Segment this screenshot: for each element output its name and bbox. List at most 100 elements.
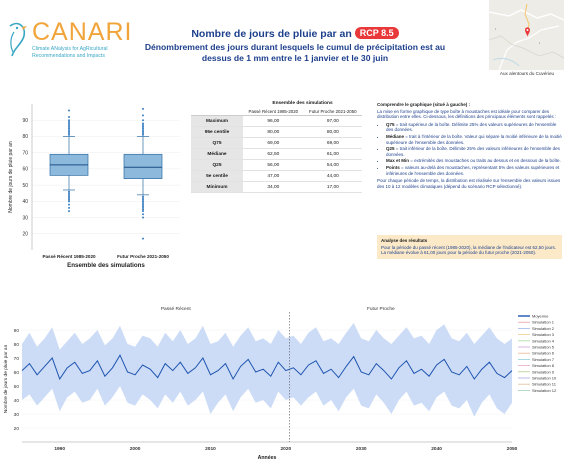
stats-header-corner (191, 108, 243, 116)
title-text: Nombre de jours de pluie par an (191, 28, 352, 40)
analysis-text: Pour la période du passé récent (1985-20… (381, 244, 556, 256)
legend-entry: Simulation 7 (532, 357, 555, 362)
legend-entry: Simulation 4 (532, 338, 555, 343)
simulation-envelope (22, 323, 512, 417)
y-tick-label: 60 (22, 167, 28, 173)
y-tick-label: 70 (14, 356, 20, 362)
outlier-point (142, 125, 144, 128)
outlier-point (68, 124, 70, 127)
outlier-point (68, 109, 70, 112)
table-row: Maximum 96,00 97,00 (191, 115, 362, 127)
outlier-point (68, 125, 70, 128)
outlier-point (68, 190, 70, 193)
stats-col-past: Passé Récent 1985-2020 (243, 108, 304, 116)
outlier-point (142, 133, 144, 136)
outlier-point (68, 206, 70, 209)
analysis-box: Analyse des résultats Pour la période du… (377, 235, 562, 259)
legend-entry: Simulation 10 (532, 376, 557, 381)
outlier-point (142, 195, 144, 198)
explain-intro: La mise en forme graphique de type boîte… (377, 108, 557, 120)
outlier-point (142, 197, 144, 200)
table-row: 5e centile 47,00 44,00 (191, 170, 362, 182)
x-axis-label: Années (258, 455, 277, 461)
outlier-point (68, 115, 70, 118)
page-subtitle: Dénombrement des jours durant lesquels l… (144, 42, 446, 63)
outlier-point (68, 122, 70, 125)
map-pin-icon (525, 27, 530, 37)
bird-icon (9, 22, 27, 57)
outlier-point (142, 127, 144, 130)
map-caption: Aux alentours du Cuvérieu (499, 71, 555, 76)
legend-entry: Simulation 5 (532, 345, 555, 350)
x-axis-label: Ensemble des simulations (67, 262, 145, 269)
period-label-past: Passé Récent (161, 306, 192, 312)
logo-wordmark: CANARI (32, 18, 133, 46)
outlier-point (142, 119, 144, 122)
y-tick-label: 80 (22, 134, 28, 140)
outlier-point (142, 124, 144, 127)
x-tick-label: Passé Récent 1985-2020 (42, 254, 96, 259)
outlier-point (68, 119, 70, 122)
legend-entry: Simulation 1 (532, 320, 555, 325)
stats-col-future: Futur Proche 2021-2050 (303, 108, 362, 116)
table-row: Q75 69,00 69,00 (191, 137, 362, 149)
y-tick-label: 90 (22, 118, 28, 124)
outlier-point (142, 213, 144, 216)
outlier-point (68, 198, 70, 201)
outlier-point (142, 200, 144, 203)
x-tick-label: 2000 (130, 446, 141, 452)
outlier-point (142, 237, 144, 240)
outlier-point (68, 120, 70, 123)
outlier-point (142, 208, 144, 211)
series-line-moyenne (21, 354, 513, 381)
box-iqr (123, 153, 163, 179)
list-item: Max et Min = extrémités des moustaches o… (386, 158, 562, 164)
y-tick-label: 40 (14, 398, 20, 404)
outlier-point (68, 192, 70, 195)
svg-text:•: • (539, 41, 541, 45)
legend-entry: Moyenne (532, 314, 549, 319)
outlier-point (142, 114, 144, 117)
outlier-point (142, 203, 144, 206)
x-tick-label: 2050 (507, 446, 518, 452)
outlier-point (142, 130, 144, 133)
legend-entry: Simulation 2 (532, 326, 555, 331)
period-label-future: Futur Proche (367, 306, 395, 312)
outlier-point (142, 198, 144, 201)
y-tick-label: 50 (22, 183, 28, 189)
outlier-point (142, 216, 144, 219)
table-row: Q25 56,00 54,00 (191, 159, 362, 171)
y-tick-label: 60 (14, 370, 20, 376)
y-tick-label: 20 (22, 232, 28, 238)
page-title: Nombre de jours de pluie par an RCP 8.5 D… (140, 27, 450, 64)
outlier-point (68, 195, 70, 198)
outlier-point (68, 203, 70, 206)
x-tick-label: 2020 (281, 446, 292, 452)
y-tick-label: 70 (22, 150, 28, 156)
outlier-point (142, 128, 144, 131)
y-axis-label: Nombre de jours de pluie par an (8, 141, 14, 213)
y-tick-label: 20 (14, 426, 20, 432)
table-row: Médiane 62,50 61,00 (191, 148, 362, 160)
explain-heading: Comprendre le graphique (situé à gauche)… (377, 102, 471, 107)
chart-explanation: Comprendre le graphique (situé à gauche)… (377, 102, 562, 191)
x-tick-label: 2040 (431, 446, 442, 452)
outlier-point (142, 122, 144, 125)
legend-entry: Simulation 11 (532, 382, 557, 387)
y-tick-label: 30 (22, 215, 28, 221)
outlier-point (68, 197, 70, 200)
outlier-point (142, 201, 144, 204)
svg-text:•: • (495, 27, 497, 31)
legend-entry: Simulation 12 (532, 388, 557, 393)
x-tick-label: 2030 (356, 446, 367, 452)
list-item: Points = valeurs au-delà des moustaches,… (386, 165, 562, 176)
outlier-point (142, 205, 144, 208)
location-map[interactable]: • • (488, 0, 564, 71)
outlier-point (68, 200, 70, 203)
map-image: • • (488, 0, 564, 71)
outlier-point (142, 107, 144, 110)
legend-entry: Simulation 9 (532, 369, 555, 374)
outlier-point (68, 127, 70, 130)
list-item: Q25 = trait inférieur de la boîte. Délim… (386, 146, 562, 157)
x-tick-label: Futur Proche 2021-2050 (117, 254, 169, 259)
